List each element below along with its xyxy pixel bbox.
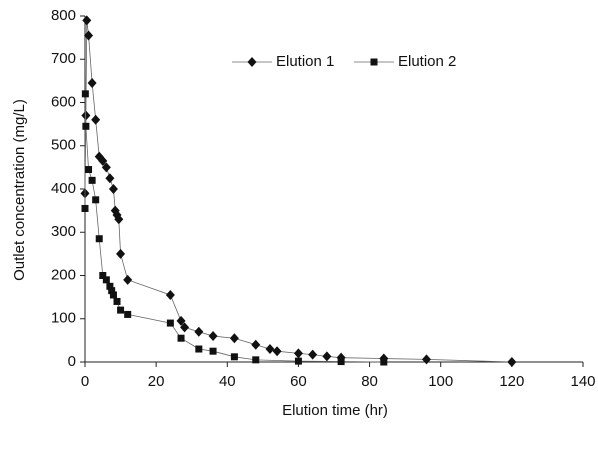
y-tick-label: 100 xyxy=(51,310,76,327)
point xyxy=(265,344,275,355)
legend-label: Elution 1 xyxy=(276,53,334,70)
point xyxy=(195,345,203,353)
point xyxy=(208,331,218,342)
point xyxy=(105,173,115,184)
y-tick-label: 800 xyxy=(51,7,76,24)
x-tick-label: 120 xyxy=(499,373,524,390)
y-tick-label: 400 xyxy=(51,180,76,197)
point xyxy=(180,322,190,333)
point xyxy=(117,306,125,314)
point xyxy=(102,276,110,284)
y-axis-label: Outlet concentration (mg/L) xyxy=(11,99,28,281)
point xyxy=(176,315,186,326)
legend-label: Elution 2 xyxy=(398,53,456,70)
point xyxy=(88,176,96,184)
point xyxy=(108,184,118,194)
y-tick-label: 600 xyxy=(51,93,76,110)
point xyxy=(507,357,517,367)
point xyxy=(91,114,101,125)
point xyxy=(84,30,94,41)
point xyxy=(229,333,239,344)
point xyxy=(421,354,431,365)
point xyxy=(81,204,89,212)
y-tick-label: 500 xyxy=(51,137,76,154)
point xyxy=(177,334,185,342)
y-tick-label: 300 xyxy=(51,223,76,240)
x-tick-label: 80 xyxy=(361,373,378,390)
point xyxy=(293,348,303,359)
series-line xyxy=(84,93,384,363)
point xyxy=(106,282,114,290)
x-tick-label: 20 xyxy=(148,373,165,390)
point xyxy=(294,357,302,365)
point xyxy=(252,356,260,364)
point xyxy=(95,235,103,243)
series-line xyxy=(84,20,512,363)
point xyxy=(123,274,133,285)
point xyxy=(113,297,121,305)
point xyxy=(85,166,93,174)
y-tick-label: 200 xyxy=(51,266,76,283)
x-tick-label: 100 xyxy=(428,373,453,390)
point xyxy=(308,349,318,360)
x-tick-label: 40 xyxy=(219,373,236,390)
x-tick-label: 0 xyxy=(81,373,89,390)
point xyxy=(230,353,238,361)
x-axis-label: Elution time (hr) xyxy=(282,402,388,419)
point xyxy=(99,272,107,279)
point xyxy=(209,347,217,355)
legend-marker xyxy=(370,58,378,66)
point xyxy=(194,326,204,337)
x-tick-label: 140 xyxy=(570,373,595,390)
y-tick-label: 700 xyxy=(51,50,76,67)
point xyxy=(109,291,117,299)
point xyxy=(165,289,175,300)
point xyxy=(114,214,124,225)
y-tick-label: 0 xyxy=(68,353,76,370)
point xyxy=(124,310,132,318)
point xyxy=(272,346,282,357)
point xyxy=(82,122,90,130)
point xyxy=(82,15,92,26)
point xyxy=(166,319,174,327)
point xyxy=(81,90,89,98)
point xyxy=(251,339,261,350)
point xyxy=(92,196,100,204)
point xyxy=(87,78,97,89)
legend-marker xyxy=(247,57,257,67)
point xyxy=(380,358,388,366)
point xyxy=(98,155,108,166)
point xyxy=(108,287,116,295)
x-tick-label: 60 xyxy=(290,373,307,390)
point xyxy=(322,351,332,362)
point xyxy=(101,162,111,173)
point xyxy=(116,248,126,259)
point xyxy=(337,358,345,366)
